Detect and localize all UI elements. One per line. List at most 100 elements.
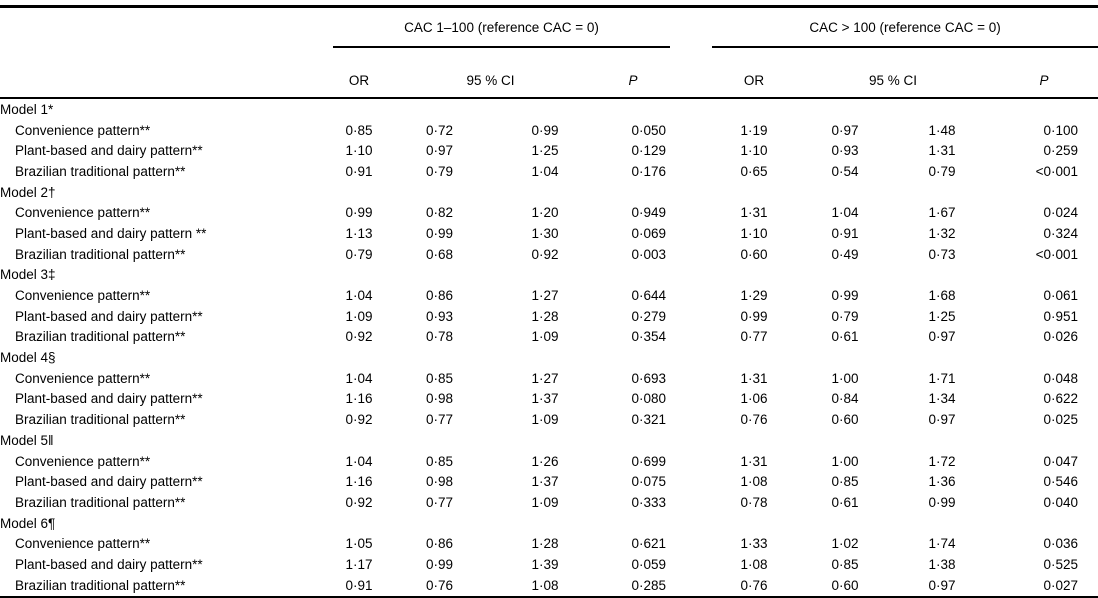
or-value: 1·13 <box>345 225 373 241</box>
ci-value: 1·39 <box>531 556 559 572</box>
ci-value: 1·34 <box>928 391 956 407</box>
ci-value: 0·77 <box>425 412 454 428</box>
ci-value: 1·00 <box>831 370 859 386</box>
ci-value: 0·97 <box>928 329 956 345</box>
model-label: Model 6¶ <box>0 515 56 531</box>
pattern-label: Convenience pattern** <box>15 205 151 221</box>
row-label-column-header <box>0 5 333 47</box>
ci-value: 1·02 <box>831 536 859 552</box>
pattern-row: Brazilian traditional pattern** 0·92 0·78 1… <box>0 327 1098 348</box>
or-value: 1·17 <box>345 556 373 572</box>
p-value: 0·025 <box>1043 412 1079 428</box>
ci-value: 1·28 <box>531 536 559 552</box>
p-value: 0·048 <box>1043 370 1079 386</box>
pattern-label: Brazilian traditional pattern** <box>0 574 333 598</box>
ci-value: 1·38 <box>928 556 956 572</box>
pattern-label: Convenience pattern** <box>15 122 151 138</box>
ci-value: 1·04 <box>831 205 859 221</box>
pattern-label: Convenience pattern** <box>15 536 151 552</box>
ci-value: 1·71 <box>928 370 956 386</box>
model-label: Model 5‖ <box>0 432 54 448</box>
p-value: 0·040 <box>1043 494 1079 510</box>
ci-value: 0·97 <box>831 122 859 138</box>
pattern-row: Brazilian traditional pattern** 0·92 0·77 1… <box>0 492 1098 513</box>
pattern-label: Brazilian traditional pattern** <box>15 494 186 510</box>
model-label: Model 2† <box>0 184 56 200</box>
pattern-label: Convenience pattern** <box>15 370 151 386</box>
ci-value: 0·98 <box>425 391 454 407</box>
column-gap <box>670 244 712 265</box>
column-gap <box>670 368 712 389</box>
or-value: 1·10 <box>740 225 768 241</box>
ci-value: 0·79 <box>831 308 859 324</box>
ci-value: 0·49 <box>831 246 859 262</box>
pattern-row: Plant-based and dairy pattern** 1·09 0·93 1… <box>0 306 1098 327</box>
ci-value: 1·04 <box>531 163 559 179</box>
ci-value: 0·97 <box>425 143 454 159</box>
odds-ratio-table: CAC 1–100 (reference CAC = 0) CAC > 100 … <box>0 5 1098 598</box>
ci-value: 1·37 <box>531 474 559 490</box>
column-gap <box>670 327 712 348</box>
row-label-column-header <box>0 47 333 99</box>
ci-value: 0·61 <box>831 494 859 510</box>
or-value: 0·77 <box>740 329 768 345</box>
pattern-row: Convenience pattern** 0·99 0·82 1·20 0·949 1·… <box>0 202 1098 223</box>
p-value: 0·036 <box>1043 536 1079 552</box>
or-value: 0·91 <box>333 574 385 598</box>
ci-value: 0·54 <box>831 163 859 179</box>
ci-value: 0·99 <box>531 122 559 138</box>
ci-value: 0·68 <box>425 246 454 262</box>
p-value: 0·176 <box>631 163 667 179</box>
pattern-label: Plant-based and dairy pattern** <box>15 556 203 572</box>
p-value: 0·525 <box>1043 556 1079 572</box>
column-gap <box>670 471 712 492</box>
pattern-row: Plant-based and dairy pattern** 1·10 0·97 1… <box>0 140 1098 161</box>
or-value: 1·33 <box>740 536 768 552</box>
or-value: 1·31 <box>740 370 768 386</box>
table-body: Model 1* Convenience pattern** 0·85 0·72 0·9… <box>0 98 1098 598</box>
p-value: 0·699 <box>631 453 667 469</box>
column-gap <box>670 492 712 513</box>
or-value: 0·92 <box>345 412 373 428</box>
ci-value: 0·85 <box>831 474 859 490</box>
ci-value: 0·72 <box>425 122 454 138</box>
ci-value: 1·25 <box>928 308 956 324</box>
ci-column-header-group1: 95 % CI <box>385 47 596 99</box>
column-gap <box>670 161 712 182</box>
p-value: 0·693 <box>631 370 667 386</box>
ci-value: 0·97 <box>894 574 991 598</box>
pattern-label: Convenience pattern** <box>15 453 151 469</box>
or-value: 0·92 <box>345 329 373 345</box>
ci-value: 0·79 <box>425 163 454 179</box>
or-value: 1·09 <box>345 308 373 324</box>
column-gap <box>670 202 712 223</box>
ci-value: 0·79 <box>928 163 956 179</box>
ci-value: 1·20 <box>531 205 559 221</box>
pattern-row: Plant-based and dairy pattern** 1·16 0·98 1… <box>0 471 1098 492</box>
pattern-row: Convenience pattern** 0·85 0·72 0·99 0·050 1·… <box>0 120 1098 141</box>
p-value: 0·644 <box>631 288 667 304</box>
sub-header-row: OR 95 % CI P OR 95 % CI P <box>0 47 1098 99</box>
ci-value: 1·08 <box>494 574 596 598</box>
pattern-row: Brazilian traditional pattern** 0·92 0·77 1… <box>0 409 1098 430</box>
column-gap <box>670 47 713 99</box>
or-value: 0·76 <box>712 574 797 598</box>
column-gap <box>670 554 712 575</box>
ci-value: 1·28 <box>531 308 559 324</box>
p-value: 0·333 <box>631 494 667 510</box>
ci-value: 1·27 <box>531 288 559 304</box>
pattern-label: Plant-based and dairy pattern** <box>15 474 203 490</box>
ci-value: 1·09 <box>531 329 559 345</box>
pattern-row: Plant-based and dairy pattern** 1·16 0·98 1… <box>0 389 1098 410</box>
pattern-label: Plant-based and dairy pattern ** <box>15 225 207 241</box>
ci-value: 1·48 <box>928 122 956 138</box>
p-value: 0·047 <box>1043 453 1079 469</box>
ci-value: 1·25 <box>531 143 559 159</box>
model-label: Model 3‡ <box>0 267 56 283</box>
ci-value: 0·86 <box>425 536 454 552</box>
p-value: 0·949 <box>631 205 667 221</box>
ci-value: 1·32 <box>928 225 956 241</box>
ci-column-header-group2: 95 % CI <box>796 47 991 99</box>
ci-value: 0·78 <box>425 329 454 345</box>
ci-value: 0·93 <box>425 308 454 324</box>
